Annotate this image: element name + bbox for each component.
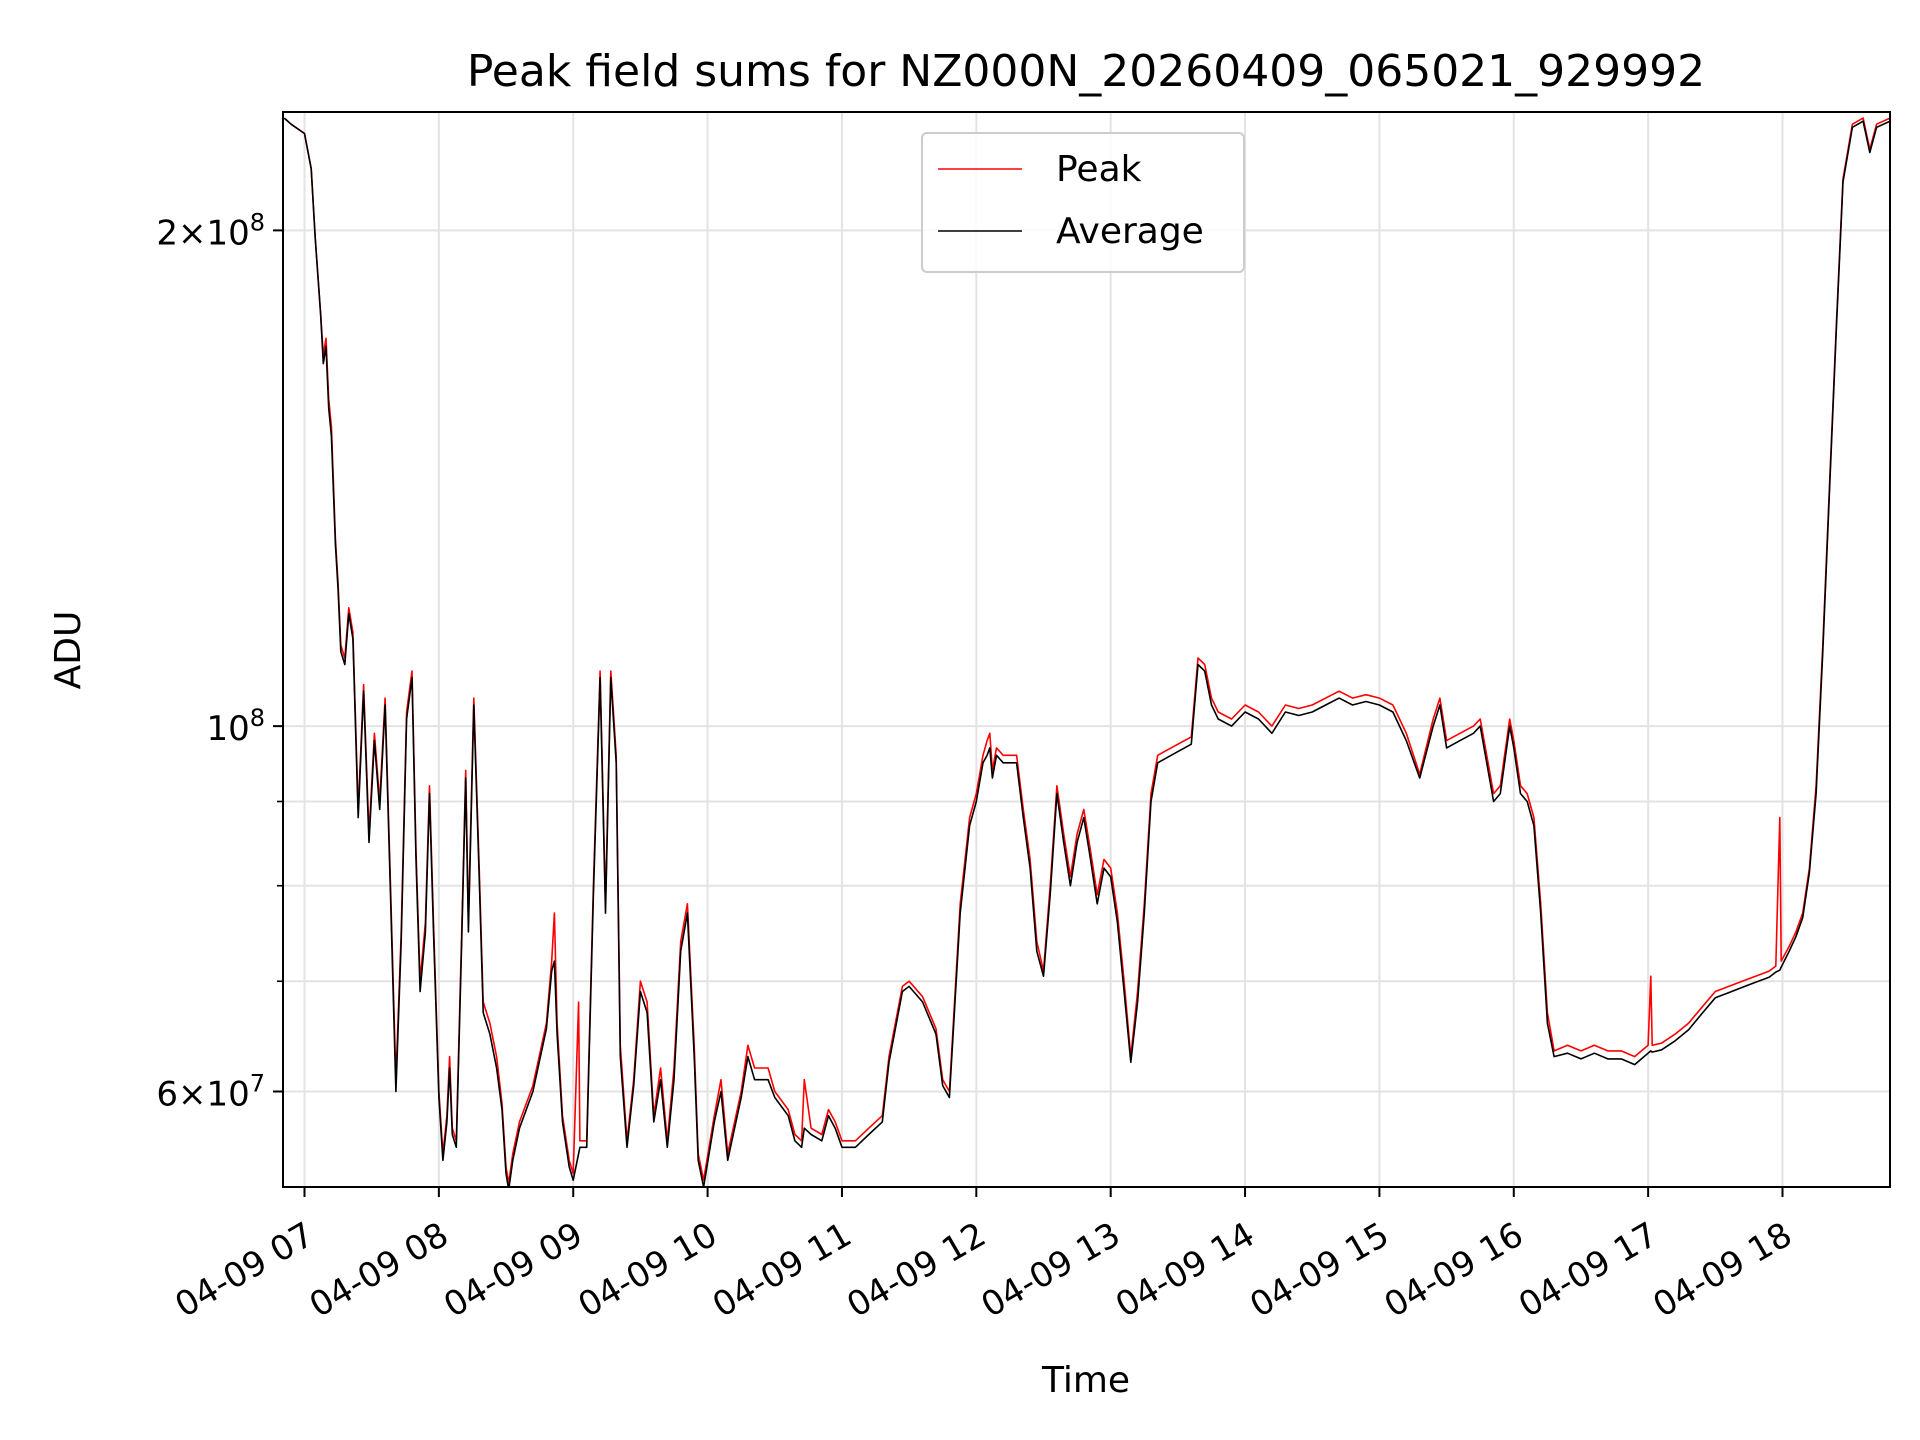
- x-axis-label: Time: [1041, 1360, 1130, 1401]
- series-layer: [283, 117, 1890, 1187]
- legend-label-peak: Peak: [1056, 149, 1142, 190]
- y-tick-label: 6×107: [156, 1069, 265, 1114]
- legend-label-average: Average: [1056, 211, 1204, 252]
- y-tick-times: ×: [178, 1074, 207, 1114]
- series-line-average: [283, 117, 1890, 1187]
- y-tick-mantissa: 6: [156, 1074, 178, 1114]
- y-tick-base: 10: [206, 709, 249, 749]
- y-axis-label: ADU: [48, 611, 89, 690]
- y-tick-base: 10: [206, 213, 249, 253]
- y-tick-label: 2×108: [156, 208, 265, 253]
- y-tick-mantissa: 2: [156, 213, 178, 253]
- y-tick-exponent: 7: [250, 1069, 265, 1097]
- y-tick-exponent: 8: [250, 704, 265, 732]
- y-tick-base: 10: [206, 1074, 249, 1114]
- y-tick-label: 108: [206, 704, 265, 749]
- grid: [283, 112, 1890, 1187]
- y-tick-times: ×: [178, 213, 207, 253]
- plot-frame: [282, 111, 1891, 1188]
- chart-title: Peak field sums for NZ000N_20260409_0650…: [467, 46, 1705, 97]
- y-tick-exponent: 8: [250, 208, 265, 236]
- legend: Peak Average: [921, 132, 1245, 273]
- legend-box: [921, 132, 1245, 273]
